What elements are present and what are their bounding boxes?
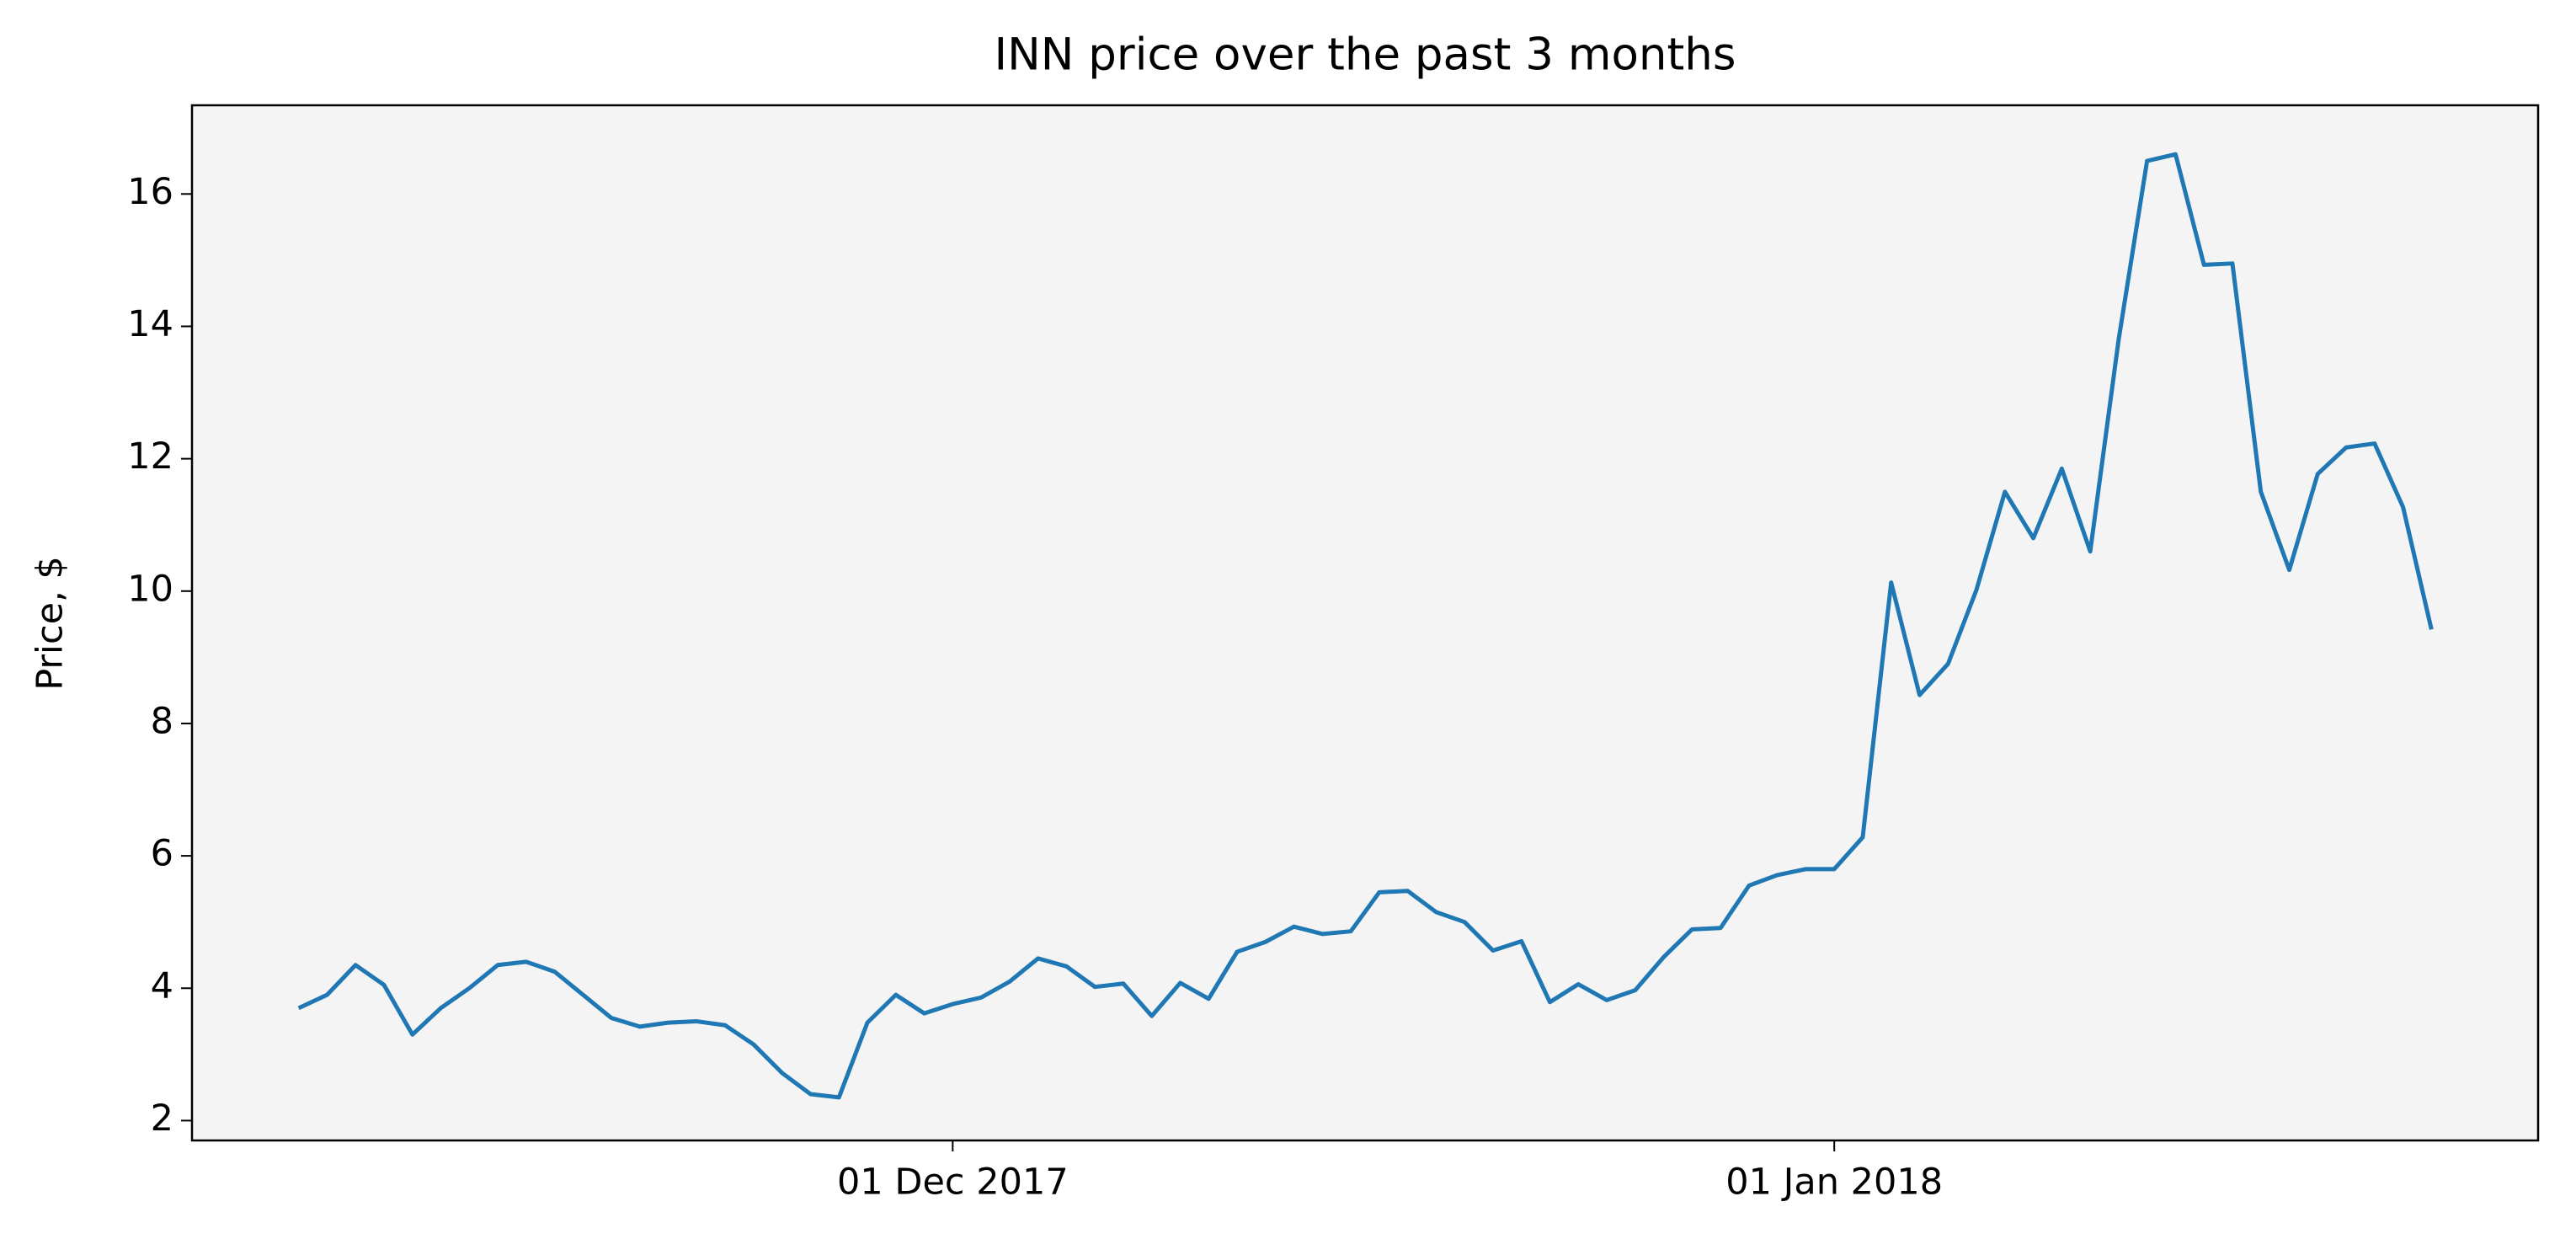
- plot-background: [192, 105, 2538, 1140]
- price-line: [297, 152, 2434, 1100]
- y-tick-label: 4: [151, 965, 173, 1007]
- y-tick-label: 6: [151, 833, 173, 875]
- y-tick-label: 14: [127, 303, 173, 345]
- y-axis-label: Price, $: [29, 556, 72, 691]
- y-tick-label: 10: [127, 568, 173, 610]
- y-tick-label: 12: [127, 435, 173, 478]
- chart-title: INN price over the past 3 months: [995, 29, 1736, 81]
- x-tick-label: 01 Jan 2018: [1725, 1162, 1943, 1204]
- y-tick-label: 16: [127, 171, 173, 213]
- x-tick-label: 01 Dec 2017: [837, 1162, 1069, 1204]
- y-tick-label: 8: [151, 700, 173, 742]
- plot-frame: [190, 104, 2540, 1142]
- y-tick-label: 2: [151, 1097, 173, 1140]
